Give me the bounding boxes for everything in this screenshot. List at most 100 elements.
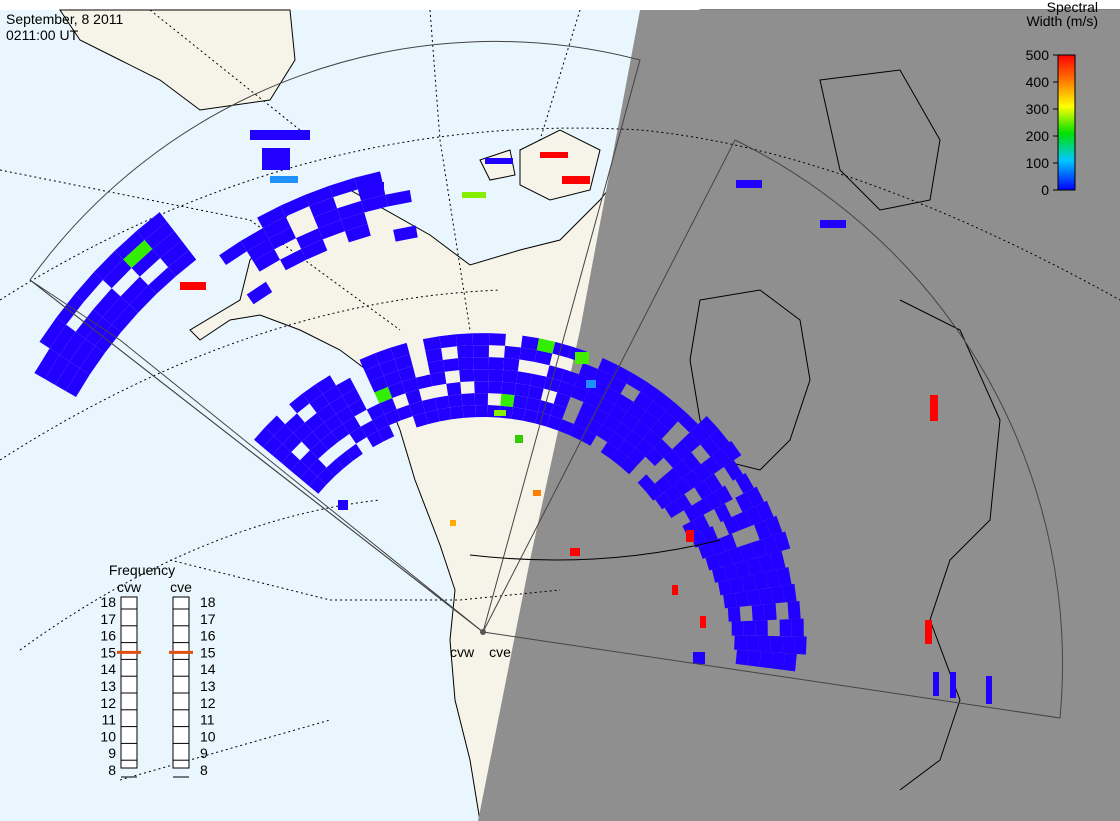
site-label: cvw — [450, 644, 475, 660]
echo-cell — [384, 409, 401, 426]
echo-cell — [720, 533, 737, 552]
echo-cell — [341, 212, 368, 232]
echo-cell — [335, 406, 355, 424]
echo-cell — [383, 370, 402, 387]
echo-cell — [335, 451, 353, 469]
echo-cell — [152, 231, 182, 258]
echo-cell — [442, 358, 460, 372]
echo-cell — [120, 276, 149, 305]
echo-cell — [318, 219, 345, 240]
echo-cell — [743, 620, 756, 636]
echo-cell — [55, 361, 80, 391]
echo-cell — [488, 381, 503, 394]
echo-cell — [709, 537, 726, 556]
gauge-tick-label: 18 — [200, 594, 216, 610]
echo-cell — [536, 338, 556, 354]
echo-cell — [304, 185, 334, 207]
echo-cell — [374, 347, 395, 365]
gauge-tick-label: 16 — [100, 628, 116, 644]
echo-cell — [614, 393, 634, 412]
echo-cell — [727, 606, 741, 622]
echo-cell — [290, 460, 309, 479]
echo-cell — [312, 422, 332, 441]
echo-cell — [930, 395, 938, 421]
echo-cell — [336, 377, 356, 396]
echo-cell — [653, 391, 674, 411]
echo-cell — [501, 381, 517, 396]
echo-cell — [379, 398, 397, 415]
gauge-tick-label: 8 — [108, 762, 116, 778]
echo-cell — [95, 324, 121, 354]
echo-cell — [693, 514, 710, 533]
echo-cell — [700, 436, 720, 457]
echo-cell — [489, 333, 506, 346]
gauge-label: cvw — [117, 579, 142, 595]
echo-cell — [265, 415, 286, 436]
echo-cell — [686, 530, 694, 542]
echo-cell — [521, 335, 539, 351]
echo-cell — [309, 197, 338, 218]
echo-cell — [474, 381, 489, 394]
echo-cell — [273, 424, 294, 444]
echo-cell — [776, 567, 792, 587]
echo-cell — [533, 490, 541, 496]
echo-cell — [704, 473, 723, 494]
gauge-tick-label: 12 — [100, 695, 116, 711]
echo-cell — [455, 333, 473, 347]
echo-cell — [422, 336, 442, 351]
echo-cell — [59, 331, 86, 362]
echo-cell — [527, 385, 544, 401]
echo-cell — [762, 535, 779, 555]
echo-cell — [523, 409, 538, 424]
echo-cell — [746, 589, 761, 606]
echo-cell — [600, 442, 618, 459]
echo-cell — [250, 130, 310, 140]
echo-cell — [664, 500, 682, 518]
echo-cell — [425, 348, 443, 363]
echo-cell — [700, 616, 706, 628]
echo-cell — [299, 468, 318, 487]
echo-cell — [488, 357, 505, 370]
echo-cell — [361, 194, 388, 213]
echo-cell — [698, 416, 719, 437]
echo-cell — [704, 491, 723, 511]
echo-cell — [473, 369, 489, 382]
echo-cell — [461, 393, 476, 406]
echo-cell — [933, 672, 939, 696]
echo-cell — [257, 205, 286, 229]
echo-cell — [678, 412, 699, 433]
field-of-view — [29, 40, 1063, 719]
colorbar-tick-label: 500 — [1026, 47, 1050, 63]
echo-cell — [718, 579, 733, 596]
echo-cell — [672, 441, 692, 461]
echo-cell — [723, 563, 739, 581]
echo-cell — [74, 271, 103, 302]
echo-cell — [462, 405, 476, 418]
echo-cell — [627, 401, 647, 421]
echo-cell — [129, 285, 157, 313]
echo-cell — [39, 317, 67, 349]
fov-cvw — [29, 40, 641, 633]
echo-cell — [735, 649, 749, 666]
echo-cell — [513, 395, 528, 409]
echo-cell — [716, 550, 733, 568]
echo-cell — [262, 216, 291, 239]
echo-cell — [560, 369, 579, 386]
echo-cell — [449, 405, 464, 420]
echo-cell — [421, 397, 438, 413]
echo-cell — [546, 415, 563, 431]
longitude-line — [429, 9, 471, 331]
echo-cell — [694, 480, 713, 500]
echo-cell — [579, 429, 597, 446]
echo-cell — [473, 345, 489, 358]
echo-cell — [302, 384, 323, 404]
echo-cell — [731, 621, 744, 636]
latitude-line — [0, 289, 501, 461]
colorbar-tick-label: 100 — [1026, 155, 1050, 171]
echo-cell — [693, 462, 712, 483]
echo-cell — [317, 467, 335, 485]
echo-cell — [771, 652, 785, 670]
echo-cell — [735, 560, 751, 578]
echo-cell — [537, 400, 554, 416]
